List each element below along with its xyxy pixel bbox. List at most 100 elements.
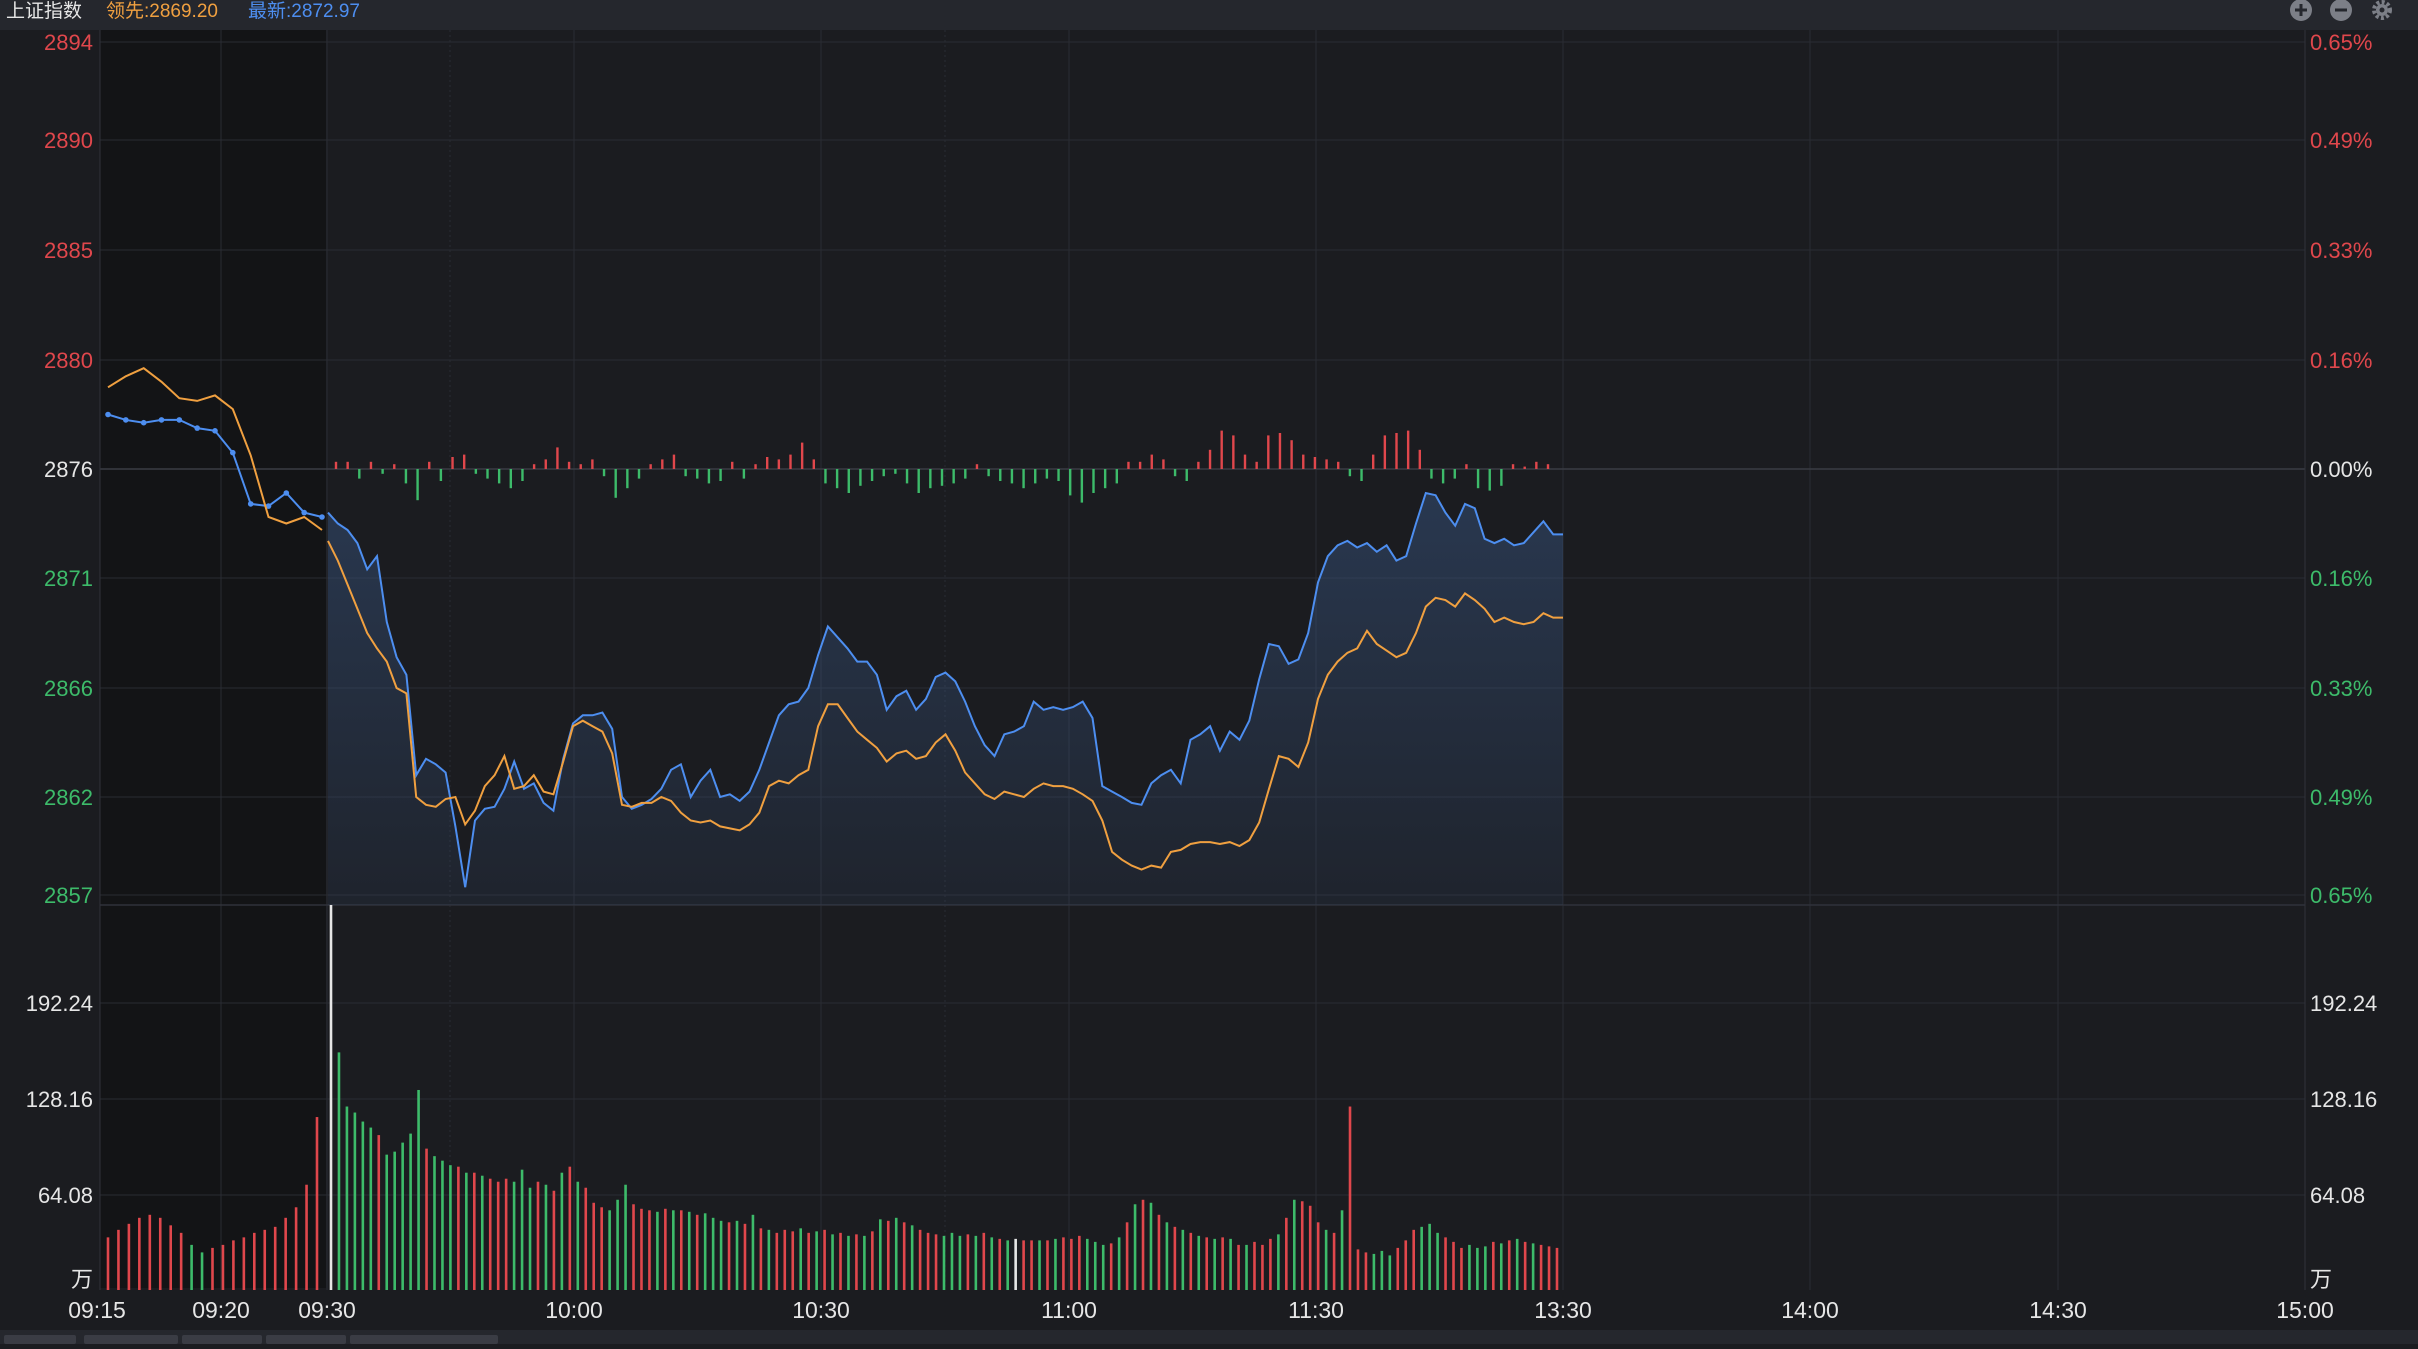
force-bar: [1092, 469, 1095, 493]
force-bar: [929, 469, 932, 489]
volume-bar: [353, 1112, 357, 1290]
volume-bar: [1277, 1234, 1280, 1290]
bottom-tab-4: [350, 1335, 498, 1344]
volume-bar: [664, 1208, 667, 1290]
volume-bar: [807, 1232, 810, 1290]
force-bar: [1103, 469, 1107, 489]
leading-label-text: 领先:: [106, 0, 149, 22]
force-bar: [1068, 469, 1072, 496]
volume-bar: [449, 1165, 452, 1290]
force-bar: [614, 469, 617, 498]
force-bar: [649, 464, 652, 469]
force-bar: [1453, 469, 1456, 479]
volume-bar: [1261, 1244, 1264, 1290]
volume-bar: [727, 1222, 731, 1290]
latest-preopen-point: [123, 417, 129, 423]
volume-bar-preopen: [148, 1214, 152, 1290]
volume-bar: [1157, 1214, 1161, 1290]
plus-circle-icon[interactable]: [2290, 0, 2312, 21]
volume-unit-left: 万: [71, 1267, 93, 1292]
x-tick-label: 10:30: [792, 1297, 850, 1323]
volume-bar-preopen: [242, 1237, 246, 1290]
volume-tick-right: 128.16: [2310, 1087, 2377, 1112]
force-bar: [1535, 461, 1538, 469]
force-bar: [1337, 461, 1340, 469]
x-tick-label: 09:30: [298, 1297, 356, 1323]
force-bar: [579, 464, 582, 469]
force-bar: [882, 469, 885, 477]
y-tick-right: 0.65%: [2310, 883, 2372, 908]
force-bar: [754, 464, 757, 469]
volume-bar-preopen: [253, 1232, 256, 1290]
volume-bar: [831, 1234, 834, 1290]
force-bar: [1302, 454, 1305, 469]
force-bar: [1313, 457, 1317, 469]
volume-bar: [1046, 1240, 1049, 1290]
force-bar: [1546, 464, 1550, 469]
volume-bar: [329, 905, 333, 1290]
latest-preopen-point: [319, 514, 325, 520]
force-bar: [742, 469, 746, 479]
volume-bar: [1492, 1241, 1495, 1290]
volume-bar: [1062, 1237, 1065, 1290]
volume-bar: [743, 1223, 747, 1290]
volume-bar: [1539, 1244, 1543, 1290]
volume-bar: [504, 1178, 508, 1290]
volume-bar: [1420, 1226, 1423, 1290]
volume-bar: [1269, 1238, 1272, 1290]
force-bar: [1208, 449, 1212, 469]
volume-bar: [815, 1231, 818, 1290]
volume-bar: [871, 1231, 874, 1290]
volume-bar: [1547, 1246, 1551, 1290]
volume-bar: [1197, 1235, 1201, 1290]
volume-bar-preopen: [305, 1184, 308, 1290]
force-bar: [509, 469, 513, 489]
minus-circle-icon[interactable]: [2330, 0, 2352, 21]
volume-bar: [648, 1210, 651, 1290]
force-bar: [917, 469, 920, 493]
force-bar: [428, 461, 431, 469]
volume-bar: [656, 1211, 659, 1290]
force-bar: [1290, 440, 1293, 469]
force-bar: [1441, 469, 1445, 484]
latest-preopen-point: [283, 490, 290, 496]
gear-icon[interactable]: [2372, 0, 2392, 20]
force-bar: [521, 469, 524, 481]
volume-bar: [393, 1151, 396, 1290]
force-bar: [1255, 461, 1258, 469]
volume-tick-left: 64.08: [38, 1183, 93, 1208]
volume-bar-preopen: [138, 1217, 141, 1290]
volume-bar: [584, 1187, 588, 1290]
force-bar: [381, 469, 384, 474]
y-tick-right: 0.00%: [2310, 457, 2372, 482]
volume-bar: [1452, 1241, 1455, 1290]
force-bar: [835, 469, 839, 489]
volume-bar: [966, 1234, 970, 1290]
y-tick-left: 2885: [44, 238, 93, 263]
volume-bar: [1460, 1247, 1463, 1290]
force-bar: [1034, 469, 1037, 484]
latest-preopen-point: [212, 428, 218, 434]
y-tick-right: 0.65%: [2310, 30, 2372, 55]
latest-preopen-point: [301, 509, 308, 516]
force-bar: [1057, 469, 1060, 481]
force-bar: [1383, 435, 1387, 469]
header-bar: [0, 0, 2418, 30]
force-bar: [626, 469, 629, 489]
volume-bar: [799, 1228, 803, 1290]
volume-bar: [974, 1235, 978, 1290]
volume-bar-preopen: [211, 1247, 214, 1290]
volume-bar: [1499, 1243, 1503, 1290]
index-title: 上证指数: [6, 0, 82, 22]
volume-bar: [1531, 1243, 1535, 1290]
leading-line-session: [327, 540, 1563, 871]
force-bar: [696, 469, 699, 479]
force-bar: [1360, 469, 1363, 481]
latest-preopen-point: [105, 411, 111, 418]
force-bar: [1185, 469, 1188, 481]
force-bar: [1022, 469, 1025, 489]
volume-bar: [902, 1222, 906, 1290]
force-bar: [999, 469, 1002, 481]
